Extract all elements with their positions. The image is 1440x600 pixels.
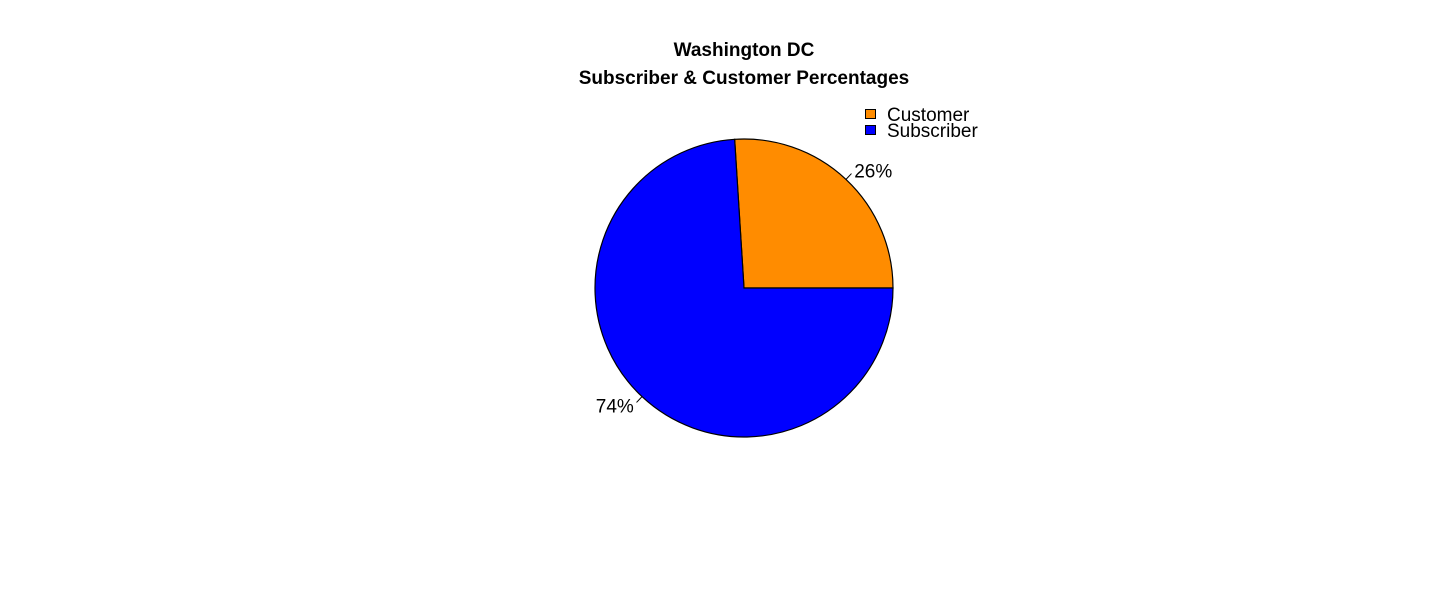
pie-slice-labels: 26% 74% [596, 162, 893, 418]
pie-label-tick-subscriber [636, 396, 643, 403]
pie-label-subscriber: 74% [596, 396, 634, 417]
pie-slices [594, 138, 894, 438]
pie-label-tick-customer [845, 173, 852, 180]
legend-label-subscriber: Subscriber [887, 121, 978, 142]
pie-slice-subscriber [594, 138, 894, 438]
chart-title-line-1: Washington DC [674, 40, 815, 61]
legend: Customer Subscriber [865, 105, 978, 142]
chart-title-line-2: Subscriber & Customer Percentages [579, 68, 910, 89]
legend-swatch-subscriber [865, 125, 876, 135]
legend-swatch-customer [865, 109, 876, 119]
pie-label-customer: 26% [854, 162, 892, 183]
legend-label-customer: Customer [887, 105, 970, 126]
